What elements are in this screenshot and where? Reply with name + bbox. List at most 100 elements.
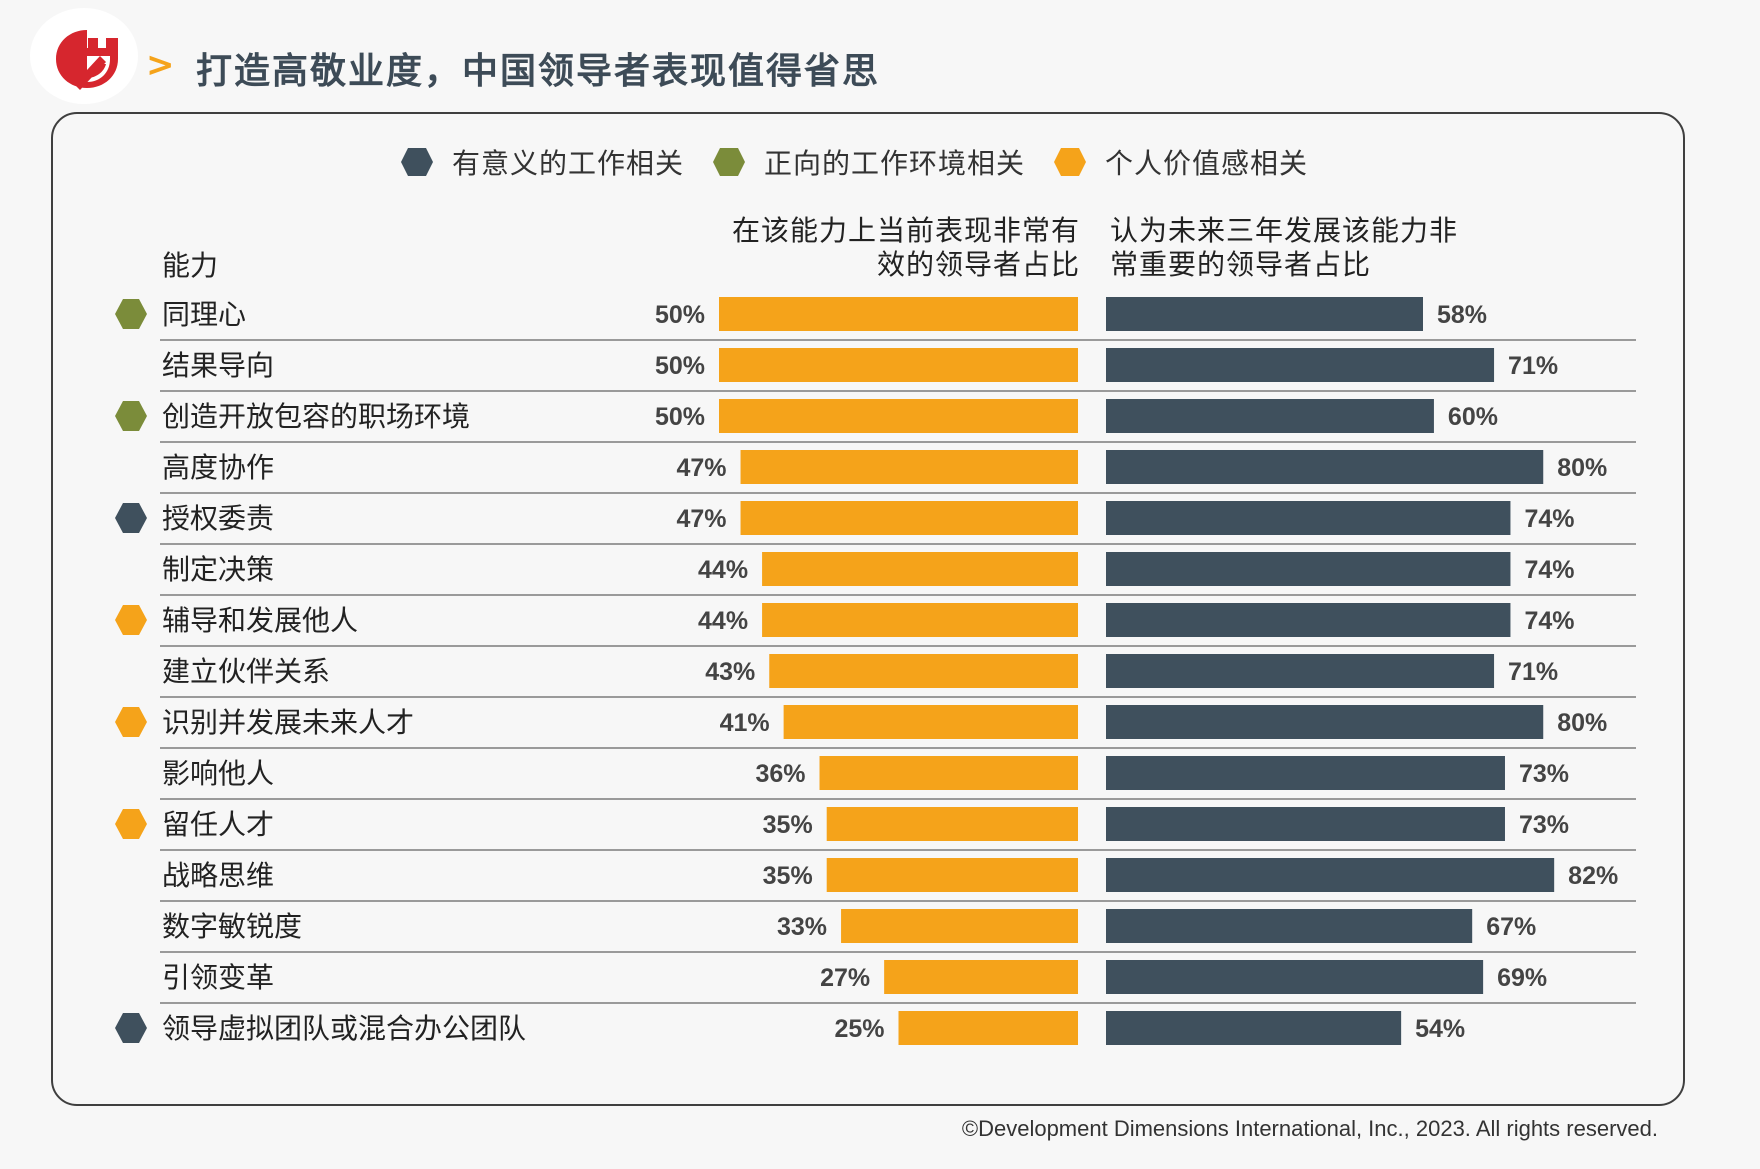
capability-label: 数字敏锐度 <box>162 910 302 943</box>
current-effectiveness-value: 41% <box>720 709 770 737</box>
capability-label: 制定决策 <box>162 553 274 586</box>
future-importance-value: 69% <box>1497 964 1547 992</box>
current-effectiveness-bar <box>884 960 1078 994</box>
future-importance-value: 74% <box>1524 505 1574 533</box>
future-importance-bar <box>1106 756 1505 790</box>
future-importance-header: 认为未来三年发展该能力非 常重要的领导者占比 <box>1110 214 1458 282</box>
future-importance-value: 82% <box>1568 862 1618 890</box>
current-effectiveness-value: 27% <box>820 964 870 992</box>
future-importance-value: 60% <box>1448 403 1498 431</box>
current-effectiveness-bar <box>762 552 1078 586</box>
current-effectiveness-bar <box>898 1011 1078 1045</box>
future-importance-value: 74% <box>1524 556 1574 584</box>
current-effectiveness-bar <box>719 348 1078 382</box>
current-effectiveness-value: 25% <box>834 1015 884 1043</box>
future-importance-bar <box>1106 858 1555 892</box>
future-importance-bar <box>1106 909 1473 943</box>
current-effectiveness-value: 33% <box>777 913 827 941</box>
capability-label: 引领变革 <box>162 961 274 994</box>
future-importance-value: 58% <box>1437 301 1487 329</box>
header-line: 认为未来三年发展该能力非 <box>1110 214 1459 247</box>
future-importance-value: 73% <box>1519 760 1569 788</box>
capability-label: 战略思维 <box>162 859 274 892</box>
capability-label: 创造开放包容的职场环境 <box>162 400 470 433</box>
legend-hexagon-orange-icon <box>1054 148 1087 176</box>
future-importance-bar <box>1106 1011 1402 1045</box>
capability-label: 高度协作 <box>162 451 274 484</box>
capability-label: 识别并发展未来人才 <box>162 706 414 739</box>
future-importance-bar <box>1106 348 1495 382</box>
current-effectiveness-value: 50% <box>655 403 705 431</box>
current-effectiveness-header: 在该能力上当前表现非常有 效的领导者占比 <box>732 214 1080 282</box>
header-line: 在该能力上当前表现非常有 <box>731 214 1080 247</box>
current-effectiveness-bar <box>826 858 1078 892</box>
capability-label: 辅导和发展他人 <box>162 604 358 637</box>
future-importance-value: 54% <box>1415 1015 1465 1043</box>
current-effectiveness-bar <box>826 807 1078 841</box>
category-marker-hexagon-icon <box>115 1013 147 1043</box>
current-effectiveness-bar <box>819 756 1078 790</box>
legend-label: 正向的工作环境相关 <box>764 147 1026 180</box>
header-line: 效的领导者占比 <box>876 248 1080 281</box>
future-importance-bar <box>1106 450 1544 484</box>
current-effectiveness-bar <box>783 705 1078 739</box>
capability-label: 同理心 <box>162 298 246 331</box>
current-effectiveness-value: 44% <box>698 556 748 584</box>
future-importance-value: 67% <box>1486 913 1536 941</box>
current-effectiveness-bar <box>841 909 1078 943</box>
legend-hexagon-dark-icon <box>401 148 433 176</box>
future-importance-value: 80% <box>1557 709 1607 737</box>
future-importance-bar <box>1106 654 1495 688</box>
future-importance-value: 71% <box>1508 352 1558 380</box>
brand-logo-icon <box>56 30 118 90</box>
future-importance-value: 74% <box>1524 607 1574 635</box>
future-importance-bar <box>1106 552 1511 586</box>
current-effectiveness-value: 50% <box>655 352 705 380</box>
future-importance-bar <box>1106 399 1434 433</box>
category-marker-hexagon-icon <box>115 707 147 737</box>
current-effectiveness-value: 44% <box>698 607 748 635</box>
legend-hexagon-green-icon <box>713 148 746 176</box>
category-marker-hexagon-icon <box>115 503 147 533</box>
current-effectiveness-bar <box>719 399 1078 433</box>
copyright-footer: ©Development Dimensions International, I… <box>961 1116 1658 1141</box>
capability-label: 建立伙伴关系 <box>162 655 330 688</box>
capability-label: 留任人才 <box>162 808 274 841</box>
future-importance-bar <box>1106 960 1484 994</box>
header-line: 常重要的领导者占比 <box>1110 248 1372 281</box>
current-effectiveness-value: 47% <box>676 505 726 533</box>
current-effectiveness-value: 36% <box>755 760 805 788</box>
future-importance-bar <box>1106 705 1544 739</box>
legend-item-meaningful-work: 有意义的工作相关 <box>400 142 684 182</box>
future-importance-value: 73% <box>1519 811 1569 839</box>
legend-item-personal-value: 个人价值感相关 <box>1053 142 1308 182</box>
capability-label: 影响他人 <box>162 757 274 790</box>
current-effectiveness-bar <box>740 450 1078 484</box>
future-importance-bar <box>1106 297 1423 331</box>
capability-label: 结果导向 <box>162 349 274 382</box>
current-effectiveness-value: 47% <box>676 454 726 482</box>
current-effectiveness-bar <box>719 297 1078 331</box>
capability-label: 授权委责 <box>162 502 274 535</box>
legend-label: 个人价值感相关 <box>1105 147 1309 180</box>
category-marker-hexagon-icon <box>115 605 147 635</box>
title-arrow-icon: > <box>146 45 175 85</box>
future-importance-value: 80% <box>1557 454 1607 482</box>
current-effectiveness-value: 50% <box>655 301 705 329</box>
capability-label: 领导虚拟团队或混合办公团队 <box>162 1012 526 1045</box>
current-effectiveness-bar <box>740 501 1078 535</box>
current-effectiveness-value: 43% <box>705 658 755 686</box>
future-importance-bar <box>1106 807 1505 841</box>
legend: 有意义的工作相关 正向的工作环境相关 个人价值感相关 <box>400 142 1336 182</box>
current-effectiveness-value: 35% <box>763 811 813 839</box>
category-marker-hexagon-icon <box>115 401 147 431</box>
future-importance-bar <box>1106 501 1511 535</box>
future-importance-value: 71% <box>1508 658 1558 686</box>
current-effectiveness-value: 35% <box>763 862 813 890</box>
capability-column-header: 能力 <box>162 249 219 282</box>
current-effectiveness-bar <box>762 603 1078 637</box>
page-title: 打造高敬业度，中国领导者表现值得省思 <box>196 51 881 92</box>
legend-label: 有意义的工作相关 <box>452 147 685 180</box>
legend-item-positive-environment: 正向的工作环境相关 <box>712 142 1025 182</box>
